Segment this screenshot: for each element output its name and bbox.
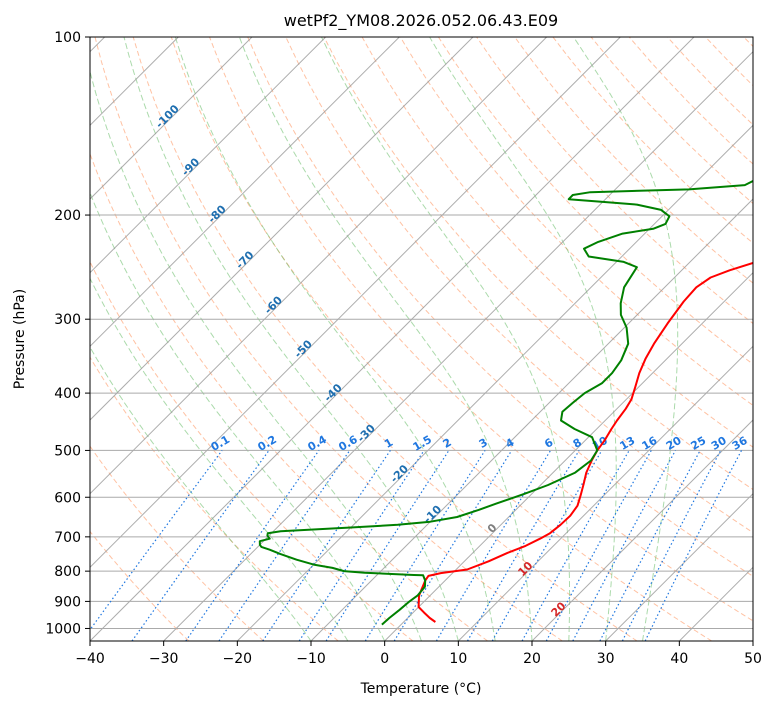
background-lines	[90, 37, 753, 641]
x-tick-label: 10	[449, 651, 467, 667]
isotherm-line	[90, 37, 474, 421]
y-tick-label: 100	[54, 30, 81, 46]
mixing-ratio-line	[218, 450, 351, 641]
dry-adiabat	[94, 37, 563, 641]
y-tick-label: 800	[54, 564, 81, 580]
x-tick-label: 20	[523, 651, 541, 667]
y-tick-label: 700	[54, 530, 81, 546]
y-tick-label: 200	[54, 208, 81, 224]
x-tick-label: 0	[380, 651, 389, 667]
dry-adiabat	[437, 37, 753, 365]
isotherm-line	[236, 124, 753, 641]
moist-adiabat	[174, 37, 496, 641]
y-tick-label: 300	[54, 312, 81, 328]
mixing-ratio-line	[185, 450, 320, 641]
x-tick-label: −40	[75, 651, 105, 667]
moist-adiabat	[90, 346, 312, 641]
moist-adiabat	[238, 37, 533, 641]
moist-adiabat	[429, 37, 617, 641]
isotherm-line	[90, 37, 253, 200]
y-tick-label: 400	[54, 386, 81, 402]
dry-adiabat	[209, 37, 753, 622]
mixing-ratio-line	[644, 450, 743, 641]
dry-adiabat	[514, 37, 753, 284]
dewpoint-profile	[258, 179, 753, 626]
isotherm-line	[457, 345, 753, 641]
y-tick-label: 500	[54, 443, 81, 459]
y-tick-label: 600	[54, 490, 81, 506]
mixing-ratio-line	[545, 450, 652, 641]
dry-adiabat	[90, 445, 264, 641]
temperature-profile	[417, 261, 753, 623]
isotherm-line	[90, 37, 327, 274]
dry-adiabat	[90, 152, 488, 641]
mixing-ratio-line	[621, 450, 722, 641]
dry-adiabat	[90, 356, 339, 641]
dry-adiabat	[399, 37, 753, 407]
chart-title: wetPf2_YM08.2026.052.06.43.E09	[284, 11, 558, 31]
y-tick-label: 900	[54, 594, 81, 610]
dry-adiabat	[170, 37, 712, 641]
dry-adiabat	[247, 37, 753, 577]
dry-adiabat	[323, 37, 753, 491]
mixing-ratio-line	[393, 450, 513, 641]
dry-adiabat	[90, 530, 190, 641]
isotherm-line	[605, 492, 753, 641]
moist-adiabat	[90, 191, 386, 641]
plot-frame	[89, 36, 754, 642]
dry-adiabat	[132, 37, 638, 641]
y-axis-label: Pressure (hPa)	[12, 289, 28, 389]
isotherm-line	[90, 37, 400, 348]
moist-adiabat	[90, 69, 422, 641]
moist-adiabat	[321, 37, 571, 641]
mixing-ratio-line	[572, 450, 677, 641]
isotherm-line	[90, 37, 548, 495]
mixing-ratio-line	[325, 450, 450, 641]
y-axis: 100 200 300 400 500 600 700 800 900 1000	[45, 30, 90, 637]
moist-adiabat	[90, 277, 349, 641]
isotherm-line	[90, 37, 621, 569]
x-tick-label: −20	[223, 651, 253, 667]
x-tick-label: 40	[670, 651, 688, 667]
mixing-ratio-line	[131, 450, 270, 641]
x-axis-label: Temperature (°C)	[360, 681, 482, 697]
isotherm-line	[90, 37, 695, 641]
x-axis: −40 −30 −20 −10 0 10 20 30 40 50	[75, 641, 762, 667]
isotherm-line	[384, 271, 753, 641]
moist-adiabat	[573, 37, 679, 641]
x-tick-label: −30	[149, 651, 179, 667]
moist-adiabat	[123, 37, 459, 641]
plot-background	[90, 37, 753, 641]
y-tick-label: 1000	[45, 621, 81, 637]
sounding-profiles	[258, 179, 753, 626]
mixing-ratio-line	[90, 450, 223, 631]
mixing-ratio-line	[262, 450, 391, 641]
mixing-ratio-line	[298, 450, 425, 641]
isotherm-line	[531, 419, 753, 641]
x-tick-label: 50	[744, 651, 762, 667]
x-tick-label: −10	[296, 651, 326, 667]
isotherm-line	[752, 640, 753, 641]
isotherm-line	[310, 198, 753, 641]
mixing-ratio-line	[521, 450, 630, 641]
x-tick-label: 30	[597, 651, 615, 667]
